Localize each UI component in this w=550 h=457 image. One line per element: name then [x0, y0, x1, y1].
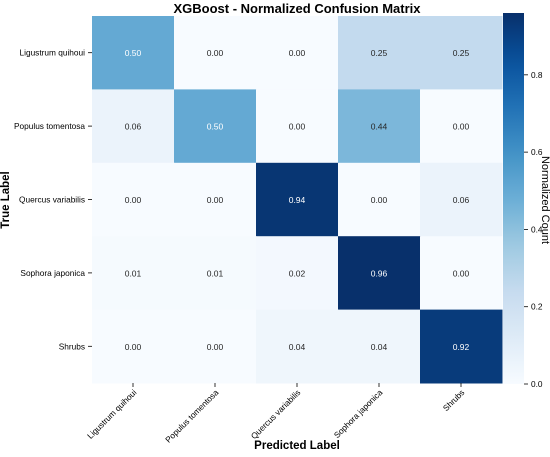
heatmap-cell-r4-c1	[174, 309, 257, 384]
heatmap-cell-r2-c3	[338, 162, 421, 237]
heatmap-cell-r1-c1	[174, 89, 257, 164]
heatmap-cells: 0.50 0.00 0.00 0.25 0.25 0.06 0.50 0.00 0.44 0.00…	[92, 16, 503, 384]
row-tick-label-0: Ligustrum quihoui	[20, 48, 86, 58]
heatmap-cell-r0-c4	[420, 16, 503, 90]
heatmap-cell-r4-c2	[256, 309, 339, 384]
cell-value-label-r2-c4: 0.06	[453, 195, 470, 205]
heatmap-cell-r3-c1	[174, 236, 257, 311]
heatmap-cell-r0-c1	[174, 16, 257, 90]
heatmap-cell-r2-c4	[420, 162, 503, 237]
heatmap-cell-r2-c1	[174, 162, 257, 237]
cell-value-label-r2-c1: 0.00	[207, 195, 224, 205]
heatmap-cell-r1-c0	[92, 89, 175, 164]
heatmap-cell-r4-c4	[420, 309, 503, 384]
colorbar-tick-label-0: 0.0	[531, 379, 543, 389]
heatmap-cell-r2-c0	[92, 162, 175, 237]
cell-value-label-r4-c2: 0.04	[289, 342, 306, 352]
column-tick-label-3: Sophora japonica	[332, 387, 385, 440]
colorbar: 0.0 0.2 0.4 0.6 0.8	[503, 13, 543, 389]
cell-value-label-r4-c1: 0.00	[207, 342, 224, 352]
row-tick-label-3: Sophora japonica	[20, 268, 85, 278]
colorbar-gradient	[503, 13, 524, 384]
heatmap-cell-r1-c4	[420, 89, 503, 164]
colorbar-tick-label-4: 0.8	[531, 70, 543, 80]
cell-value-label-r4-c0: 0.00	[125, 342, 142, 352]
colorbar-tick-label-1: 0.2	[531, 302, 543, 312]
heatmap-cell-r1-c3	[338, 89, 421, 164]
cell-value-label-r0-c2: 0.00	[289, 48, 306, 58]
cell-value-label-r1-c2: 0.00	[289, 122, 306, 132]
row-tick-label-4: Shrubs	[59, 341, 85, 351]
cell-value-label-r1-c4: 0.00	[453, 122, 470, 132]
cell-value-label-r0-c0: 0.50	[125, 48, 142, 58]
cell-value-label-r2-c2: 0.94	[289, 195, 306, 205]
column-tick-label-4: Shrubs	[441, 387, 467, 413]
colorbar-tick-label-2: 0.4	[531, 224, 543, 234]
row-tick-label-2: Quercus variabilis	[19, 195, 85, 205]
cell-value-label-r4-c3: 0.04	[371, 342, 388, 352]
heatmap-cell-r3-c2	[256, 236, 339, 311]
heatmap-cell-r2-c2	[256, 162, 339, 237]
cell-value-label-r3-c2: 0.02	[289, 268, 306, 278]
cell-value-label-r0-c4: 0.25	[453, 48, 470, 58]
cell-value-label-r2-c3: 0.00	[371, 195, 388, 205]
row-tick-label-1: Populus tomentosa	[14, 121, 85, 131]
colorbar-tick-label-3: 0.6	[531, 147, 543, 157]
row-tick-labels: Ligustrum quihoui Populus tomentosa Quercu…	[14, 48, 92, 351]
heatmap-cell-r3-c3	[338, 236, 421, 311]
cell-value-label-r3-c1: 0.01	[207, 268, 224, 278]
heatmap-cell-r4-c0	[92, 309, 175, 384]
heatmap-cell-r1-c2	[256, 89, 339, 164]
cell-value-label-r0-c3: 0.25	[371, 48, 388, 58]
column-tick-label-2: Quercus variabilis	[249, 387, 303, 441]
heatmap-cell-r3-c4	[420, 236, 503, 311]
column-tick-label-0: Ligustrum quihoui	[85, 387, 138, 440]
cell-value-label-r1-c3: 0.44	[371, 122, 388, 132]
cell-value-label-r0-c1: 0.00	[207, 48, 224, 58]
heatmap-cell-r0-c0	[92, 16, 175, 90]
x-axis-label: Predicted Label	[254, 440, 340, 452]
heatmap-cell-r4-c3	[338, 309, 421, 384]
column-tick-label-1: Populus tomentosa	[163, 387, 221, 445]
cell-value-label-r3-c3: 0.96	[371, 268, 388, 278]
chart-title: XGBoost - Normalized Confusion Matrix	[173, 1, 421, 16]
cell-value-label-r4-c4: 0.92	[453, 342, 470, 352]
heatmap-cell-r3-c0	[92, 236, 175, 311]
cell-value-label-r3-c0: 0.01	[125, 268, 142, 278]
heatmap-cell-r0-c3	[338, 16, 421, 90]
cell-value-label-r2-c0: 0.00	[125, 195, 142, 205]
cell-value-label-r1-c1: 0.50	[207, 122, 224, 132]
heatmap-cell-r0-c2	[256, 16, 339, 90]
cell-value-label-r1-c0: 0.06	[125, 122, 142, 132]
column-tick-labels: Ligustrum quihoui Populus tomentosa Quercu…	[85, 383, 466, 445]
cell-value-label-r3-c4: 0.00	[453, 268, 470, 278]
